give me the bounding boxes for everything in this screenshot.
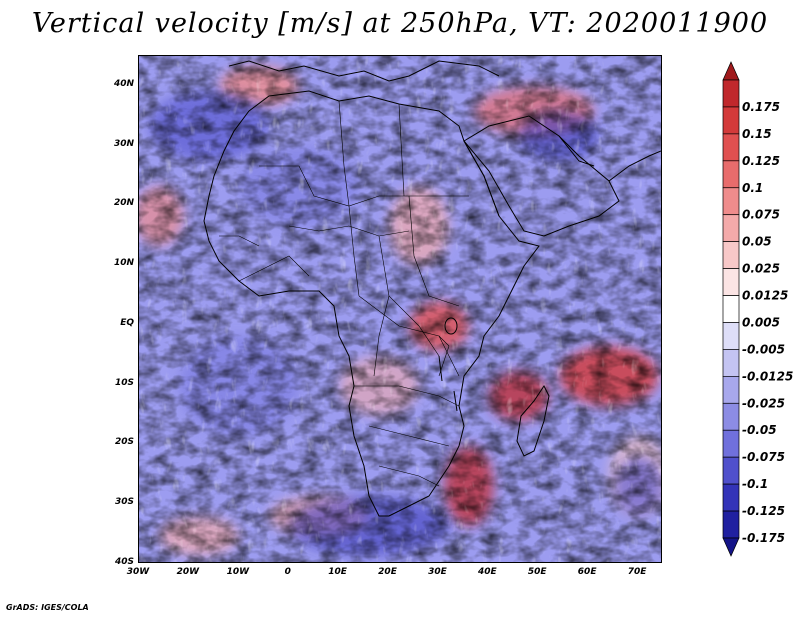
- lat-tick-label: 40S: [114, 557, 134, 567]
- colorbar-segment: [722, 160, 740, 189]
- colorbar-segment: [722, 241, 740, 269]
- lat-tick-label: EQ: [120, 317, 134, 328]
- colorbar-segment: [722, 133, 740, 162]
- colorbar-level-label: -0.2: [742, 558, 768, 560]
- madagascar-coastline: [516, 385, 550, 457]
- lat-tick-label: 10S: [114, 377, 134, 388]
- colorbar-level-label: -0.025: [742, 396, 785, 410]
- field-contour-texture: [139, 56, 661, 562]
- lat-tick-label: 20N: [113, 198, 134, 209]
- lakes: [438, 317, 458, 412]
- colorbar-segment: [722, 295, 740, 323]
- map-panel: [138, 55, 662, 563]
- colorbar-level-label: -0.175: [742, 531, 785, 545]
- lat-tick-label: 30S: [114, 497, 134, 508]
- colorbar-segment: [722, 187, 740, 216]
- colorbar-segment: [722, 402, 740, 431]
- lon-tick-label: 30E: [428, 567, 447, 577]
- lat-tick-label: 20S: [114, 437, 134, 448]
- lon-tick-label: 70E: [627, 567, 647, 577]
- colorbar-segment: [722, 79, 740, 108]
- lon-tick-label: 20E: [378, 567, 397, 577]
- colorbar-segment: [722, 510, 740, 539]
- country-borders: [219, 100, 469, 487]
- lon-tick-label: 50E: [527, 567, 547, 577]
- colorbar-segment: [722, 429, 740, 458]
- colorbar-level-label: 0.025: [742, 262, 780, 276]
- lon-tick-label: 0: [284, 567, 291, 577]
- colorbar-segment: [722, 456, 740, 485]
- lat-tick-label: 10N: [113, 258, 134, 269]
- lat-tick-label: 40N: [113, 78, 134, 89]
- colorbar-level-label: -0.075: [742, 450, 785, 464]
- colorbar-level-label: -0.05: [742, 423, 777, 437]
- colorbar-level-label: 0.175: [742, 100, 780, 114]
- colorbar-bottom-triangle: [722, 537, 740, 557]
- lake-victoria: [444, 317, 458, 335]
- credit-text: GrADS: IGES/COLA: [6, 603, 89, 612]
- coastlines: [203, 60, 661, 517]
- page-title: Vertical velocity [m/s] at 250hPa, VT: 2…: [31, 8, 769, 39]
- colorbar-level-label: 0.05: [742, 235, 772, 249]
- colorbar-level-label: 0.075: [742, 208, 780, 222]
- colorbar-level-label: 0.005: [742, 315, 780, 329]
- colorbar-level-label: 0.0125: [742, 289, 788, 303]
- colorbar-segment: [722, 268, 740, 296]
- lon-tick-label: 40E: [477, 567, 497, 577]
- asia-coastline: [608, 150, 661, 182]
- colorbar-top-triangle: [722, 61, 740, 81]
- lake-tanganyika: [438, 355, 443, 382]
- lat-tick-label: 30N: [113, 138, 134, 149]
- lake-malawi: [453, 390, 458, 412]
- colorbar-level-label: 0.1: [742, 181, 763, 195]
- colorbar-segment: [722, 483, 740, 512]
- velocity-field-map: [139, 56, 661, 562]
- colorbar-segment: [722, 214, 740, 242]
- lon-tick-label: 10E: [328, 567, 347, 577]
- colorbar-segment: [722, 106, 740, 135]
- colorbar-level-label: 0.15: [742, 127, 772, 141]
- colorbar-segment: [722, 322, 740, 350]
- colorbar-level-label: 0.125: [742, 154, 780, 168]
- colorbar-segment: [722, 349, 740, 377]
- red-sea: [463, 140, 500, 217]
- persian-gulf: [558, 135, 595, 167]
- colorbar-level-label: -0.125: [742, 504, 785, 518]
- europe-coastline: [228, 60, 500, 82]
- africa-coastline: [203, 90, 540, 517]
- colorbar-level-label: -0.0125: [742, 369, 793, 383]
- lon-tick-label: 20W: [176, 567, 200, 577]
- colorbar: 0.175 0.15 0.125 0.1 0.075 0.05 0.025 0.0125 0.0…: [722, 61, 793, 560]
- arabia-coastline: [463, 115, 620, 237]
- lon-tick-label: 10W: [226, 567, 250, 577]
- colorbar-level-label: -0.1: [742, 477, 768, 491]
- colorbar-level-label: -0.005: [742, 342, 785, 356]
- colorbar-segment: [722, 376, 740, 404]
- lon-tick-label: 30W: [126, 567, 150, 577]
- lon-tick-label: 60E: [577, 567, 597, 577]
